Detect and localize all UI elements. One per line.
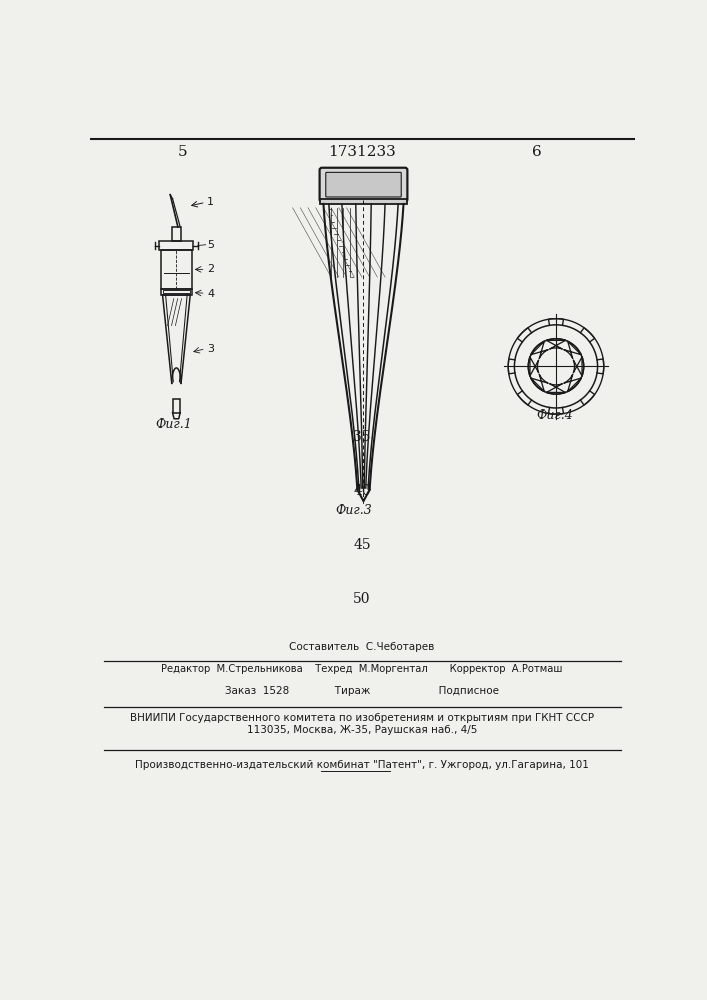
Text: 1731233: 1731233: [328, 145, 396, 159]
Text: 45: 45: [353, 538, 370, 552]
Text: 113035, Москва, Ж-35, Раушская наб., 4/5: 113035, Москва, Ж-35, Раушская наб., 4/5: [247, 725, 477, 735]
Bar: [163, 290, 190, 293]
Text: 5: 5: [207, 240, 214, 250]
Text: 2: 2: [207, 264, 214, 274]
Bar: [173, 399, 180, 413]
Text: Редактор  М.Стрельникова    Техред  М.Моргентал       Корректор  А.Ротмаш: Редактор М.Стрельникова Техред М.Моргент…: [161, 664, 563, 674]
Bar: [161, 250, 192, 289]
FancyBboxPatch shape: [320, 168, 407, 202]
Text: Фuг.4: Фuг.4: [537, 409, 573, 422]
Text: 4: 4: [207, 289, 214, 299]
Bar: [161, 289, 192, 295]
Text: Фuг.3: Фuг.3: [335, 504, 372, 517]
Text: 6: 6: [532, 145, 542, 159]
Bar: [160, 241, 193, 250]
Text: 1: 1: [207, 197, 214, 207]
Text: 40: 40: [353, 484, 370, 498]
Bar: [172, 227, 181, 241]
Text: 35: 35: [354, 430, 370, 444]
Text: 50: 50: [354, 592, 370, 606]
Text: Заказ  1528              Тираж                     Подписное: Заказ 1528 Тираж Подписное: [225, 686, 499, 696]
Text: 3: 3: [207, 344, 214, 354]
Text: ВНИИПИ Государственного комитета по изобретениям и открытиям при ГКНТ СССР: ВНИИПИ Государственного комитета по изоб…: [130, 713, 594, 723]
Text: Фuг.1: Фuг.1: [156, 418, 192, 431]
Bar: [320, 199, 407, 204]
Text: 5: 5: [177, 145, 187, 159]
Text: Производственно-издательский комбинат "Патент", г. Ужгород, ул.Гагарина, 101: Производственно-издательский комбинат "П…: [135, 760, 589, 770]
FancyBboxPatch shape: [326, 172, 402, 197]
Text: Составитель  С.Чеботарев: Составитель С.Чеботарев: [289, 642, 435, 652]
